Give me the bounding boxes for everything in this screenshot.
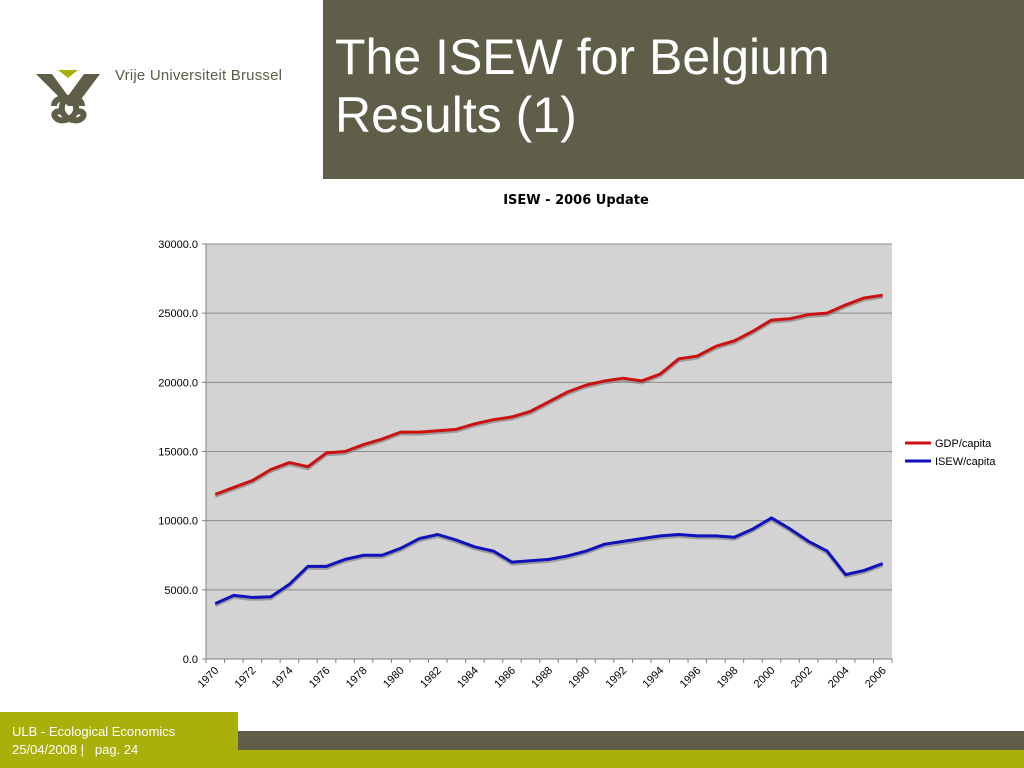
slide-title-line-2: Results (1) <box>335 87 577 143</box>
x-tick-label: 1984 <box>455 665 481 691</box>
footer-band <box>0 712 238 768</box>
x-tick-label: 2002 <box>789 665 815 691</box>
footer-course: ULB - Ecological Economics <box>12 724 176 739</box>
logo-text: Vrije Universiteit Brussel <box>115 67 283 84</box>
vub-logo-icon <box>36 70 100 124</box>
y-tick-label: 0.0 <box>183 654 198 666</box>
slide-title-line-1: The ISEW for Belgium <box>335 29 830 85</box>
x-tick-label: 1996 <box>678 665 704 691</box>
gridlines <box>206 243 892 591</box>
x-tick-label: 1986 <box>492 665 518 691</box>
x-tick-label: 2004 <box>826 665 852 691</box>
title-band <box>323 0 1024 179</box>
chart-title: ISEW - 2006 Update <box>503 193 649 208</box>
line-chart: ISEW - 2006 Update 0.0 5000.0 10000.0 15000… <box>158 193 996 691</box>
y-tick-label: 5000.0 <box>164 585 198 597</box>
isew-capita-line <box>214 516 884 606</box>
legend-label-gdp-capita: GDP/capita <box>935 438 992 450</box>
y-tick-label: 15000.0 <box>158 447 198 459</box>
y-tick-label: 30000.0 <box>158 239 198 251</box>
footer-date-page: 25/04/2008 | pag. 24 <box>12 742 139 757</box>
legend-label-isew-capita: ISEW/capita <box>935 456 996 468</box>
y-tick-label: 10000.0 <box>158 516 198 528</box>
x-tick-label: 1980 <box>381 665 407 691</box>
x-tick-label: 1998 <box>715 665 741 691</box>
x-tick-label: 1978 <box>344 665 370 691</box>
x-tick-label: 1972 <box>233 665 259 691</box>
slide-title: The ISEW for Belgium Results (1) <box>335 28 1015 144</box>
x-tick-label: 1988 <box>529 665 555 691</box>
x-tick-label: 1992 <box>603 665 629 691</box>
legend: GDP/capita ISEW/capita <box>905 438 996 468</box>
y-tick-label: 20000.0 <box>158 377 198 389</box>
axes <box>202 243 893 663</box>
footer-bar-olive <box>238 750 1024 768</box>
x-tick-label: 1982 <box>418 665 444 691</box>
x-tick-label: 1970 <box>196 665 222 691</box>
gdp-capita-shadow <box>214 295 883 498</box>
x-tick-label: 1974 <box>270 665 296 691</box>
x-tick-label: 1976 <box>307 665 333 691</box>
university-logo <box>30 66 320 128</box>
x-tick-label: 1994 <box>641 665 667 691</box>
x-axis-tick-labels: 1970 1972 1974 1976 1978 1980 1982 1984 1986 1988… <box>196 665 889 691</box>
x-tick-label: 1990 <box>566 665 592 691</box>
isew-capita-shadow <box>214 518 884 608</box>
series-lines <box>214 293 884 608</box>
y-axis-tick-labels: 0.0 5000.0 10000.0 15000.0 20000.0 25000.0 300… <box>158 239 198 666</box>
footer-bar-dark <box>238 731 1024 750</box>
x-tick-label: 2006 <box>863 665 889 691</box>
y-tick-label: 25000.0 <box>158 308 198 320</box>
gdp-capita-line <box>214 293 883 496</box>
x-tick-label: 2000 <box>752 665 778 691</box>
